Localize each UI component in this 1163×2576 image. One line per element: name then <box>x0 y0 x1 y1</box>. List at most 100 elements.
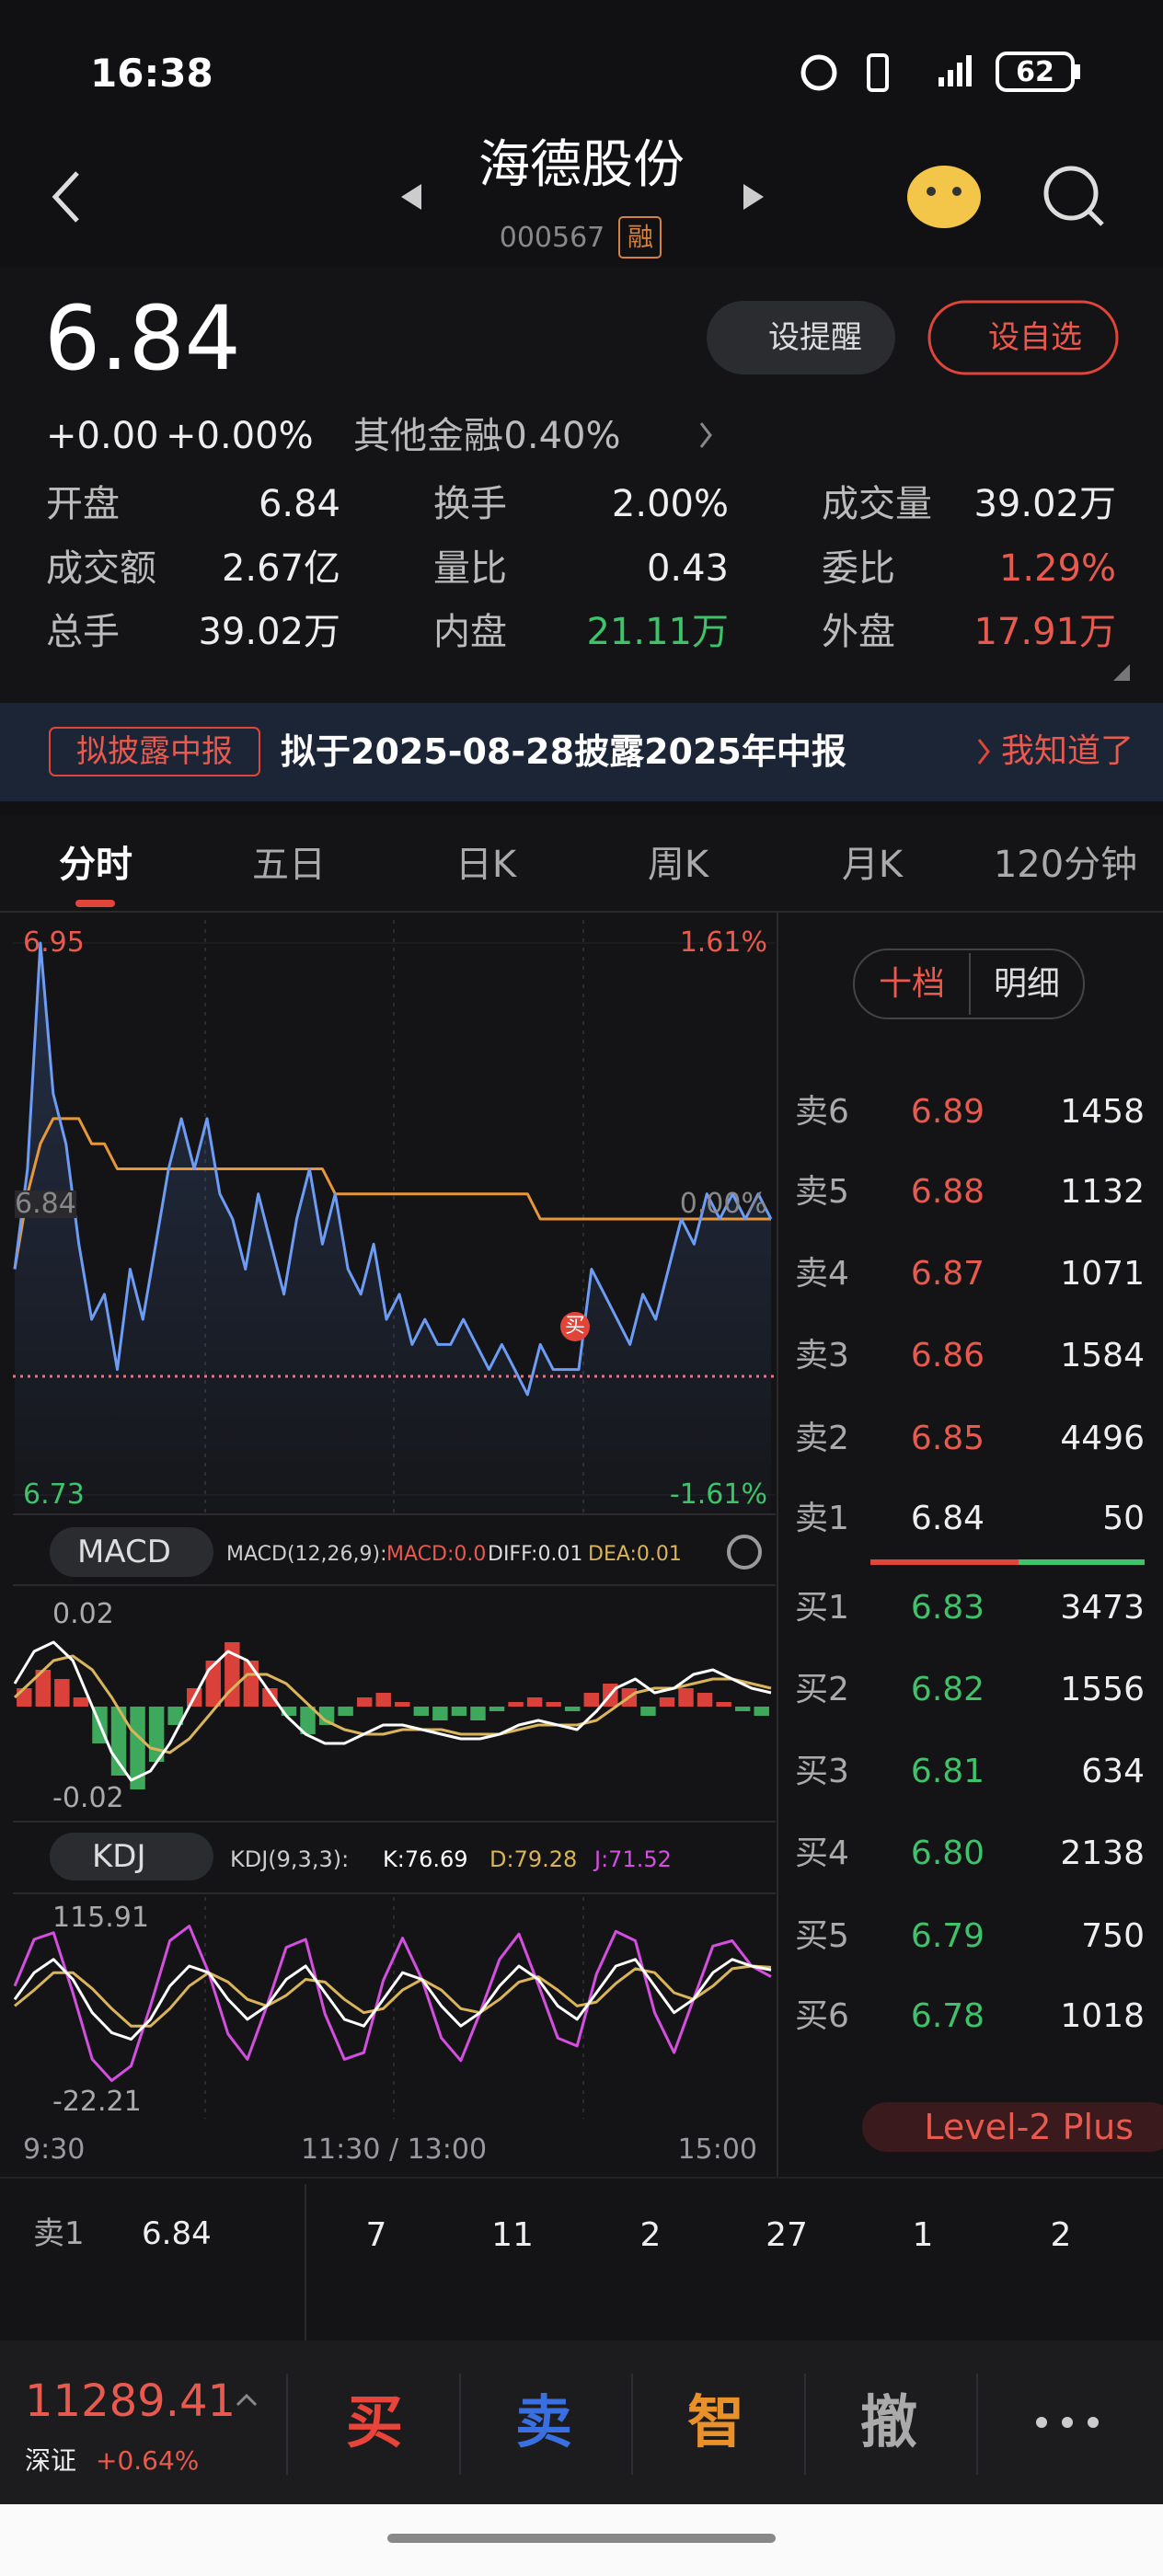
macd-bar <box>734 1707 751 1711</box>
macd-bar <box>225 1642 240 1707</box>
notice-action[interactable]: 我知道了 <box>1000 732 1134 770</box>
macd-bar <box>546 1702 561 1707</box>
book-volume: 634 <box>1081 1753 1145 1790</box>
dea-value: DEA:0.01 <box>588 1543 682 1566</box>
book-label: 买2 <box>795 1671 849 1708</box>
macd-bar <box>583 1693 599 1707</box>
settings-icon[interactable] <box>727 1535 762 1570</box>
price-high: 6.95 <box>23 926 85 959</box>
stat-label: 开盘 <box>46 483 120 525</box>
alert-button[interactable] <box>707 301 895 374</box>
kdj-name[interactable]: KDJ <box>92 1838 146 1875</box>
time-label: 11:30 / 13:00 <box>300 2133 488 2166</box>
macd-bar <box>300 1707 316 1734</box>
watch-button[interactable] <box>927 300 1119 375</box>
alert-label[interactable]: 设提醒 <box>768 319 862 356</box>
battery-icon <box>996 52 1075 92</box>
trade-action[interactable]: 卖 <box>514 2388 573 2455</box>
chart-tab[interactable]: 日K <box>455 844 517 886</box>
last-price: 6.84 <box>44 287 241 390</box>
trade-action[interactable]: 智 <box>686 2388 745 2455</box>
queue-label: 卖1 <box>33 2215 85 2252</box>
book-volume: 750 <box>1081 1917 1145 1955</box>
book-volume: 1584 <box>1060 1337 1145 1374</box>
book-tab[interactable]: 明细 <box>993 965 1061 1003</box>
queue-panel <box>0 2177 1163 2342</box>
trade-action[interactable]: 买 <box>345 2388 404 2455</box>
buy-marker-label: 买 <box>564 1315 586 1338</box>
margin-tag: 融 <box>627 222 654 252</box>
book-tab[interactable]: 十档 <box>878 965 946 1003</box>
book-label: 买4 <box>795 1834 849 1872</box>
footer-bar <box>0 2340 1163 2504</box>
book-volume: 2138 <box>1060 1834 1145 1872</box>
avg-line <box>13 1117 771 1270</box>
diff-value: DIFF:0.01 <box>488 1543 583 1566</box>
book-price: 6.79 <box>910 1917 985 1955</box>
book-volume: 1018 <box>1060 1997 1145 2035</box>
book-volume: 1071 <box>1060 1255 1145 1293</box>
macd-bar <box>697 1693 713 1707</box>
macd-bar <box>281 1707 297 1716</box>
j-value: J:71.52 <box>594 1846 672 1872</box>
mascot-eye <box>952 187 961 196</box>
change: +0.00 <box>46 415 159 457</box>
book-volume: 4496 <box>1060 1420 1145 1457</box>
time-label: 15:00 <box>677 2133 757 2166</box>
kdj-params: KDJ(9,3,3): <box>230 1846 350 1872</box>
back-icon[interactable] <box>52 171 79 223</box>
macd-bar <box>318 1707 335 1725</box>
prev-stock[interactable] <box>401 184 421 210</box>
pct-low: -1.61% <box>669 1478 767 1511</box>
search-icon[interactable] <box>1043 166 1099 221</box>
book-toggle[interactable] <box>853 949 1085 1019</box>
d-value: D:79.28 <box>489 1846 578 1872</box>
chart-tab[interactable]: 五日 <box>252 844 326 886</box>
book-price: 6.84 <box>910 1500 985 1537</box>
sector-arrow[interactable] <box>699 422 712 448</box>
expand-corner[interactable] <box>1113 664 1130 681</box>
pct-zero: 0.00% <box>679 1188 767 1220</box>
book-volume: 3473 <box>1060 1589 1145 1627</box>
level2-label[interactable]: Level-2 Plus <box>924 2107 1134 2147</box>
sector-name[interactable]: 其他金融 <box>353 415 501 457</box>
watch-label[interactable]: 设自选 <box>988 319 1082 356</box>
macd-bar <box>565 1707 581 1711</box>
book-label: 卖6 <box>795 1093 849 1131</box>
more-button[interactable] <box>1036 2417 1099 2428</box>
chart-grid <box>204 920 584 2119</box>
kdj-selector[interactable] <box>50 1833 213 1880</box>
queue-count: 2 <box>639 2216 662 2254</box>
time-label: 9:30 <box>23 2133 86 2166</box>
macd-bar <box>35 1670 52 1707</box>
book-label: 买3 <box>795 1753 849 1790</box>
macd-bar <box>17 1688 32 1707</box>
index-name: 深证 <box>25 2445 77 2476</box>
macd-bar <box>413 1707 430 1716</box>
chart-tab[interactable]: 月K <box>841 844 904 886</box>
mascot-icon[interactable] <box>907 166 981 228</box>
chart-tab[interactable]: 周K <box>647 844 709 886</box>
macd-name[interactable]: MACD <box>77 1534 171 1570</box>
book-price: 6.82 <box>910 1671 985 1708</box>
stat-label: 换手 <box>433 483 507 525</box>
macd-bar <box>640 1707 656 1716</box>
macd-selector[interactable] <box>50 1527 213 1577</box>
stat-value: 17.91万 <box>973 611 1116 653</box>
macd-params: MACD(12,26,9): <box>226 1543 387 1566</box>
book-price: 6.87 <box>910 1255 985 1293</box>
stat-label: 成交额 <box>46 547 156 590</box>
macd-bar <box>526 1697 543 1707</box>
chart-tab[interactable]: 120分钟 <box>993 844 1138 886</box>
kdj-tick: -22.21 <box>52 2086 142 2118</box>
chart-tab[interactable]: 分时 <box>59 844 132 886</box>
book-price: 6.85 <box>910 1420 985 1457</box>
macd-tick: 0.02 <box>52 1598 114 1630</box>
macd-bar <box>54 1679 70 1707</box>
trade-action[interactable]: 撤 <box>859 2388 918 2455</box>
book-price: 6.86 <box>910 1337 985 1374</box>
index-arrow <box>236 2393 258 2407</box>
level2-pill[interactable] <box>862 2102 1163 2152</box>
notice-arrow[interactable] <box>977 739 990 765</box>
next-stock[interactable] <box>743 184 764 210</box>
